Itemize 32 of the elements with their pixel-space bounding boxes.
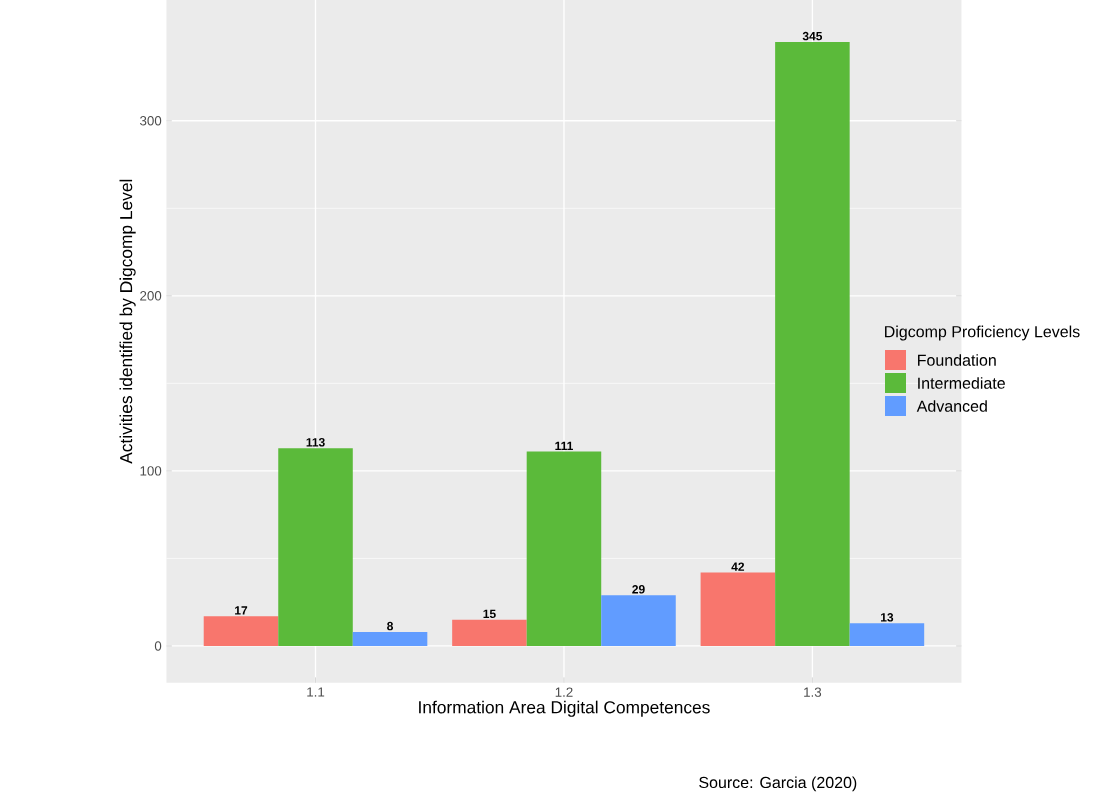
bar	[601, 595, 676, 646]
legend-title: Digcomp Proficiency Levels	[885, 325, 1080, 341]
data-label: 8	[387, 621, 394, 631]
y-tick-label: 300	[140, 116, 162, 126]
data-label: 345	[802, 31, 823, 41]
data-label: 111	[555, 441, 573, 451]
y-axis-title: Activities identified by Digcomp Level	[119, 179, 136, 464]
legend-label: Advanced	[916, 400, 987, 412]
data-label: 113	[306, 438, 325, 447]
bar	[526, 451, 602, 646]
y-tick-label: 200	[140, 291, 162, 301]
bar	[849, 623, 925, 646]
x-tick-label: 1.1	[307, 687, 325, 697]
bar	[203, 616, 279, 646]
bar	[352, 631, 428, 646]
data-label: 29	[632, 585, 645, 594]
data-label: 42	[731, 562, 745, 571]
bar	[775, 41, 850, 646]
x-tick-label: 1.2	[555, 687, 573, 697]
data-label: 17	[235, 606, 248, 615]
bar	[278, 448, 353, 646]
data-label: 13	[881, 613, 894, 622]
source-note: Source: Garcia (2020)	[699, 776, 857, 792]
data-label: 15	[483, 609, 496, 619]
x-axis-title: Information Area Digital Competences	[419, 700, 710, 717]
y-tick-label: 100	[140, 466, 162, 476]
bar	[452, 619, 527, 646]
y-tick-label: 0	[154, 641, 162, 651]
x-tick-label: 1.3	[804, 687, 822, 697]
legend-label: Foundation	[918, 354, 996, 366]
bar	[700, 572, 776, 646]
legend-label: Intermediate	[918, 377, 1005, 389]
